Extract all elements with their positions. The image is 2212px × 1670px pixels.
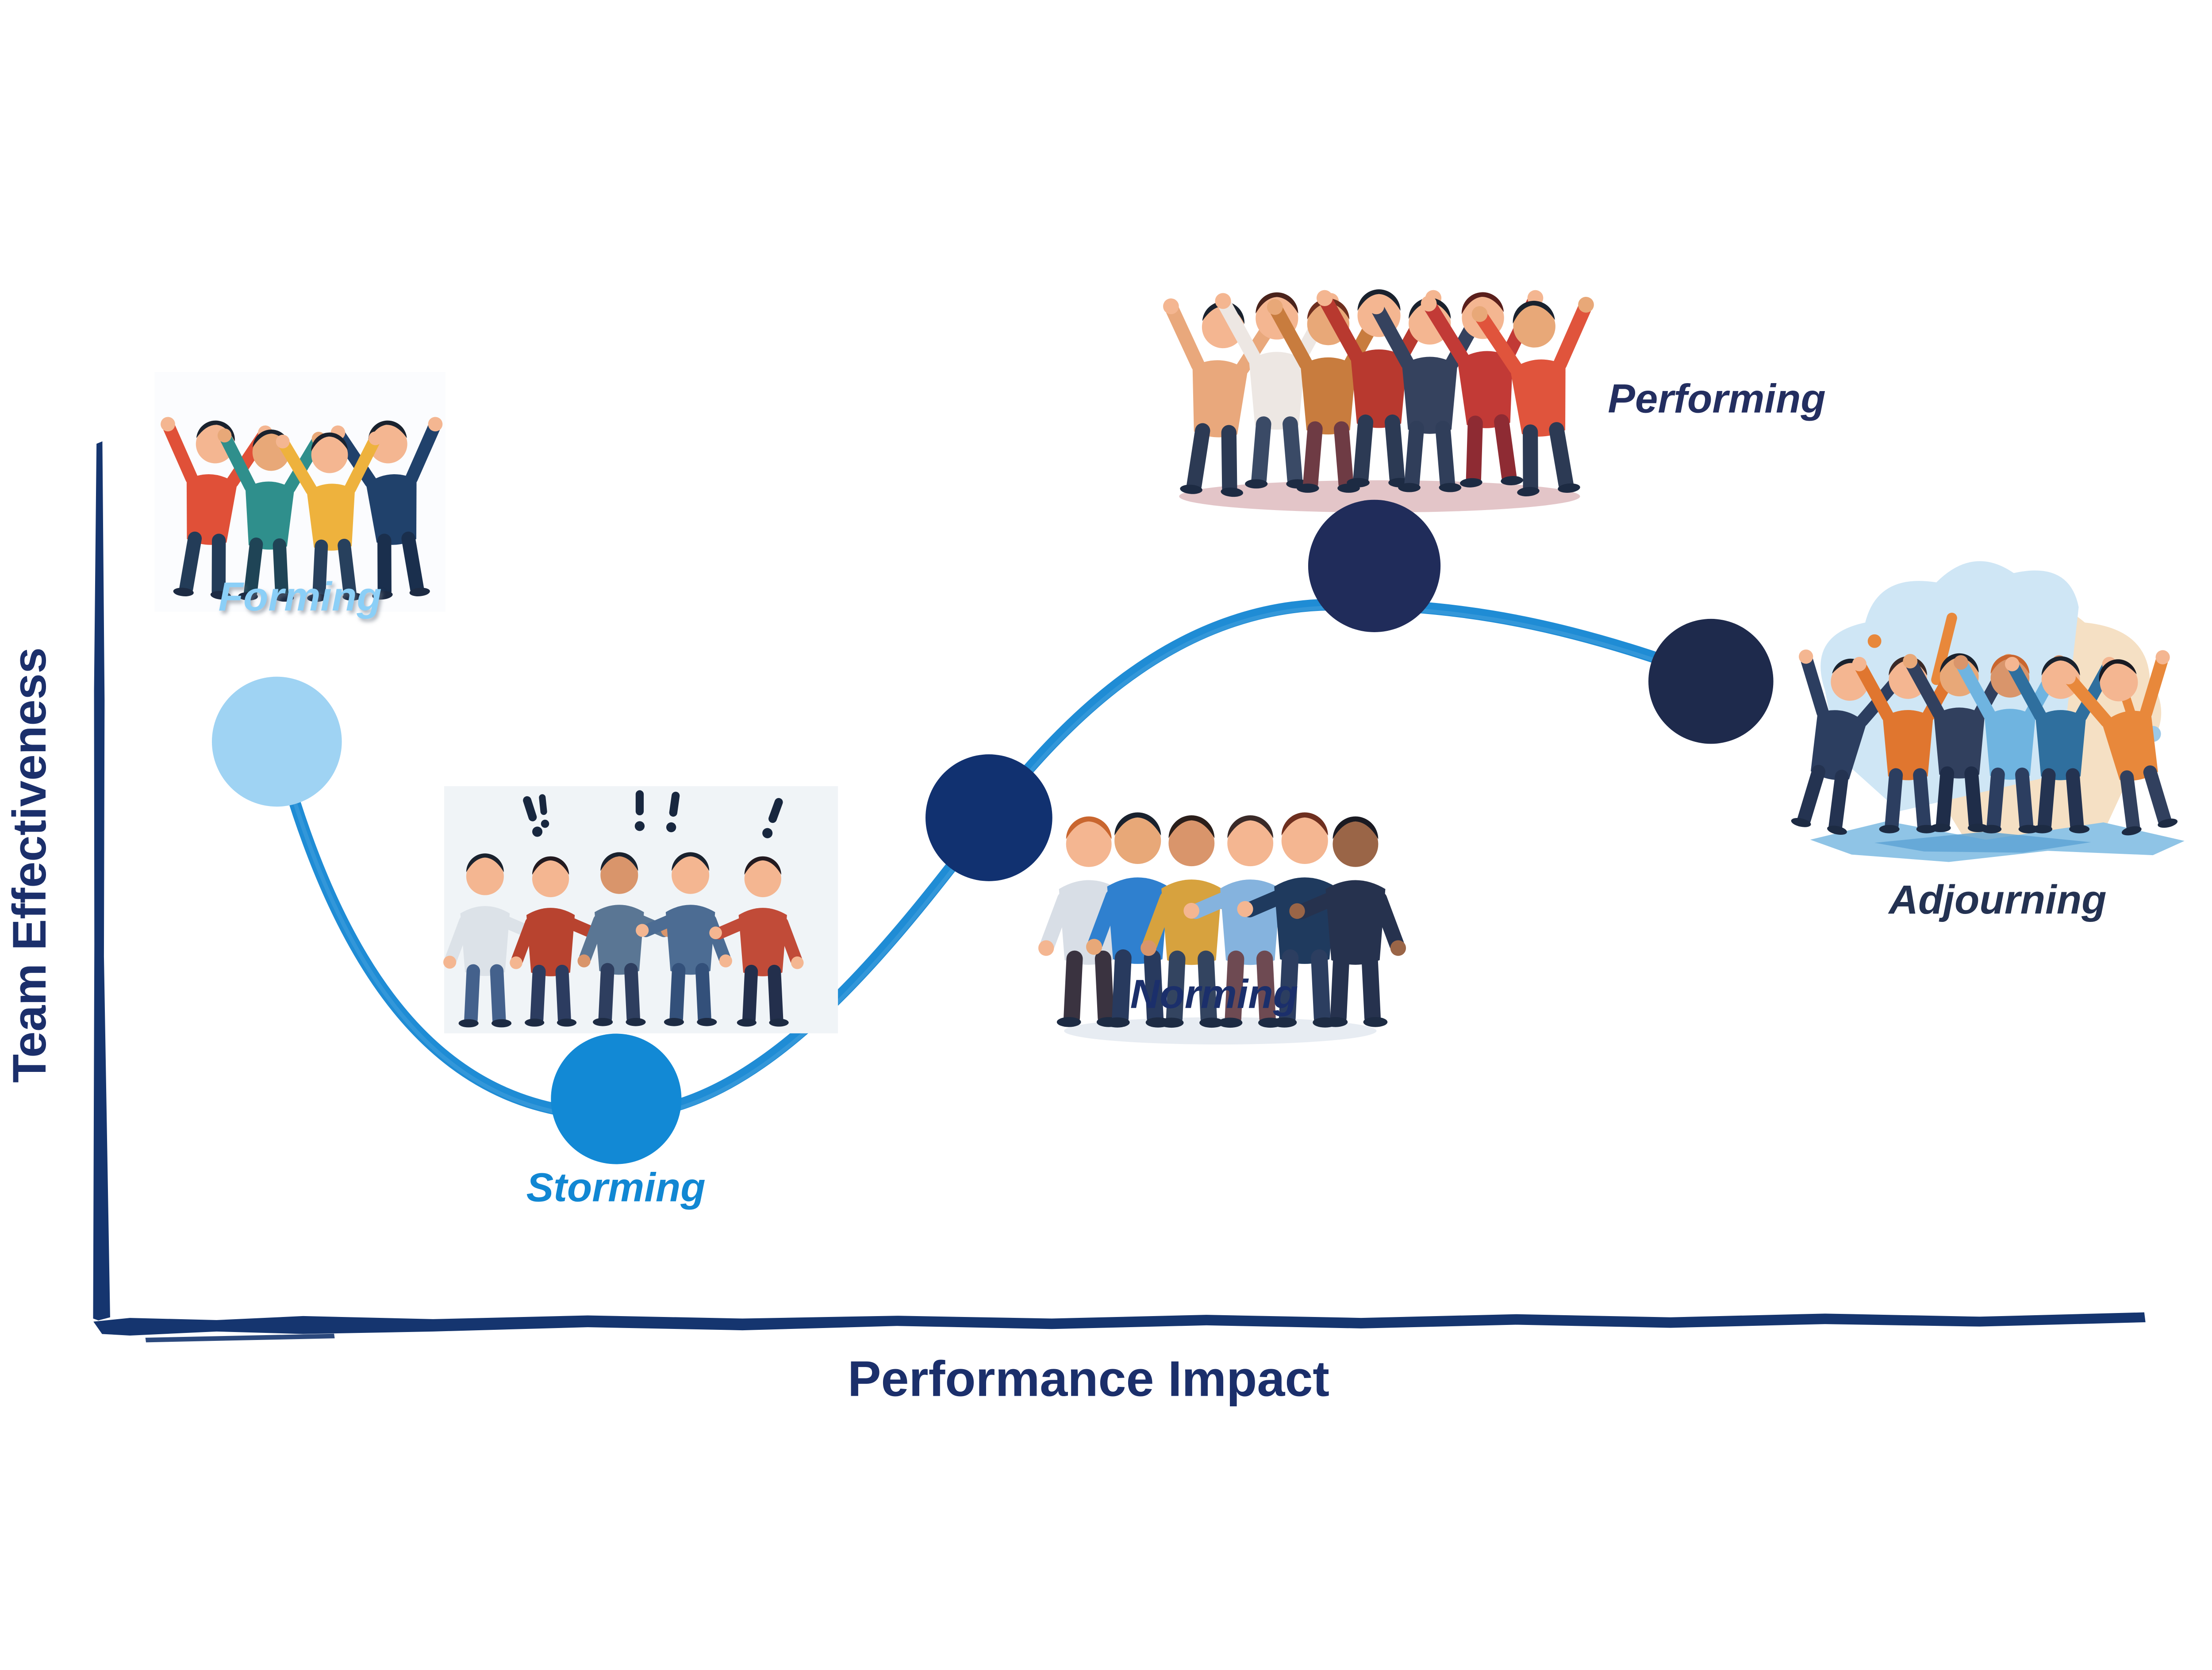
team-celebration-illustration bbox=[1150, 289, 1610, 512]
team-farewell-illustration bbox=[1764, 561, 2204, 862]
team-development-curve-svg bbox=[93, 251, 2212, 1342]
x-axis-line-overstroke bbox=[145, 1333, 335, 1342]
adjourning-dot bbox=[1648, 618, 1774, 744]
diagram-canvas: Forming Storming Norming Performing Adjo… bbox=[0, 251, 2212, 1419]
forming-dot bbox=[211, 676, 342, 806]
x-axis-line bbox=[93, 1312, 2146, 1336]
team-high-five-illustration bbox=[146, 372, 457, 612]
team-handshake-illustration bbox=[1038, 812, 1406, 1044]
team-conflict-illustration bbox=[443, 786, 838, 1033]
performing-stage-label: Performing bbox=[1608, 375, 1826, 421]
adjourning-stage-label: Adjourning bbox=[1889, 876, 2107, 922]
storming-stage-label: Storming bbox=[526, 1164, 706, 1210]
storming-dot bbox=[551, 1033, 682, 1164]
forming-stage-label: Forming bbox=[218, 573, 382, 619]
norming-stage-label: Norming bbox=[1130, 971, 1298, 1017]
x-axis-label: Performance Impact bbox=[847, 1350, 1330, 1407]
y-axis-label: Team Effectiveness bbox=[3, 647, 56, 1083]
norming-dot bbox=[926, 754, 1052, 881]
y-axis-line bbox=[93, 441, 110, 1321]
performing-dot bbox=[1308, 499, 1441, 632]
